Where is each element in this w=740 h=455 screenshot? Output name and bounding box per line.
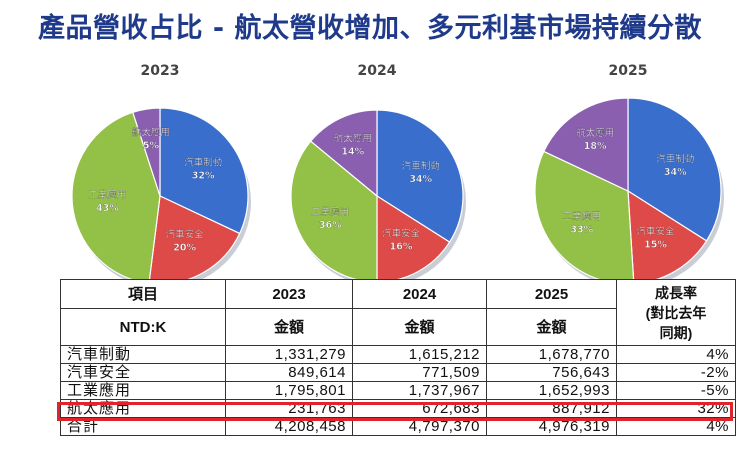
pie-charts: 2023 汽車制動 32% 汽車安全 20% 工業應用 43% 航太應用 5% 2024 汽車制動 3… xyxy=(0,0,740,280)
pie-slice-value: 20% xyxy=(173,243,196,254)
pie-slice-value: 34% xyxy=(664,167,687,178)
pie-chart-2024: 2024 汽車制動 34% 汽車安全 16% 工業應用 36% 航太應用 14% xyxy=(291,63,466,280)
pie-year-label: 2024 xyxy=(358,63,397,79)
header-year-2024: 2024 xyxy=(353,280,487,309)
pie-slice-label: 汽車制動 xyxy=(184,157,222,169)
header-amount-2023: 金額 xyxy=(226,309,353,346)
header-growth: 成長率 (對比去年 同期) xyxy=(617,280,736,346)
cell-2025: 756,643 xyxy=(487,364,617,382)
pie-slice-value: 5% xyxy=(143,141,160,152)
pie-slice-label: 工業應用 xyxy=(563,210,601,222)
pie-slice-value: 15% xyxy=(644,239,667,250)
cell-2024: 672,683 xyxy=(353,400,487,418)
pie-slice-label: 汽車制動 xyxy=(656,153,694,165)
cell-growth: 32% xyxy=(617,400,736,418)
pie-slice-label: 汽車安全 xyxy=(382,228,421,240)
cell-growth: -5% xyxy=(617,382,736,400)
pie-year-label: 2025 xyxy=(609,63,648,79)
header-unit: NTD:K xyxy=(61,309,226,346)
pie-slice-value: 14% xyxy=(341,147,364,158)
pie-slice-label: 汽車制動 xyxy=(402,160,440,172)
pie-chart-2023: 2023 汽車制動 32% 汽車安全 20% 工業應用 43% 航太應用 5% xyxy=(72,63,251,280)
cell-2025: 1,678,770 xyxy=(487,346,617,364)
header-year-2023: 2023 xyxy=(226,280,353,309)
pie-slice-label: 工業應用 xyxy=(311,206,349,218)
pie-year-label: 2023 xyxy=(141,63,180,79)
pie-chart-2025: 2025 汽車制動 34% 汽車安全 15% 工業應用 33% 航太應用 18% xyxy=(535,63,724,280)
header-amount-2024: 金額 xyxy=(353,309,487,346)
pie-slice-value: 16% xyxy=(390,242,413,253)
table-row-total: 合計 4,208,458 4,797,370 4,976,319 4% xyxy=(61,418,736,436)
growth-header-line2: (對比去年 xyxy=(623,303,729,323)
table-header-row: 項目 2023 2024 2025 成長率 (對比去年 同期) xyxy=(61,280,736,309)
pie-slice-value: 33% xyxy=(570,224,593,235)
pie-slice-value: 32% xyxy=(192,171,215,182)
row-label: 合計 xyxy=(61,418,226,436)
pie-slice-label: 航太應用 xyxy=(132,127,170,139)
cell-growth: 4% xyxy=(617,418,736,436)
header-amount-2025: 金額 xyxy=(487,309,617,346)
pie-slice-label: 航太應用 xyxy=(334,133,372,145)
cell-2023: 1,795,801 xyxy=(226,382,353,400)
row-label: 工業應用 xyxy=(61,382,226,400)
row-label: 汽車制動 xyxy=(61,346,226,364)
cell-2023: 1,331,279 xyxy=(226,346,353,364)
pie-slice-value: 36% xyxy=(319,220,342,231)
cell-2023: 4,208,458 xyxy=(226,418,353,436)
cell-growth: 4% xyxy=(617,346,736,364)
pie-slice-value: 34% xyxy=(409,174,432,185)
row-label: 汽車安全 xyxy=(61,364,226,382)
header-year-2025: 2025 xyxy=(487,280,617,309)
pie-slice-value: 43% xyxy=(96,203,119,214)
table-row: 汽車安全 849,614 771,509 756,643 -2% xyxy=(61,364,736,382)
pie-slice-label: 汽車安全 xyxy=(166,229,205,241)
header-item: 項目 xyxy=(61,280,226,309)
cell-2025: 887,912 xyxy=(487,400,617,418)
row-label: 航太應用 xyxy=(61,400,226,418)
cell-growth: -2% xyxy=(617,364,736,382)
pie-slice-label: 汽車安全 xyxy=(636,225,675,237)
table-row: 工業應用 1,795,801 1,737,967 1,652,993 -5% xyxy=(61,382,736,400)
table-row: 汽車制動 1,331,279 1,615,212 1,678,770 4% xyxy=(61,346,736,364)
table-row-highlighted: 航太應用 231,763 672,683 887,912 32% xyxy=(61,400,736,418)
growth-header-line1: 成長率 xyxy=(623,283,729,303)
pie-slice-value: 18% xyxy=(584,141,607,152)
cell-2025: 1,652,993 xyxy=(487,382,617,400)
cell-2024: 1,737,967 xyxy=(353,382,487,400)
cell-2024: 1,615,212 xyxy=(353,346,487,364)
cell-2023: 231,763 xyxy=(226,400,353,418)
growth-header-line3: 同期) xyxy=(623,323,729,343)
cell-2025: 4,976,319 xyxy=(487,418,617,436)
cell-2024: 771,509 xyxy=(353,364,487,382)
revenue-table: 項目 2023 2024 2025 成長率 (對比去年 同期) NTD:K 金額… xyxy=(60,279,736,436)
pie-slice-label: 航太應用 xyxy=(576,127,614,139)
pie-slice-label: 工業應用 xyxy=(88,189,126,201)
cell-2024: 4,797,370 xyxy=(353,418,487,436)
cell-2023: 849,614 xyxy=(226,364,353,382)
